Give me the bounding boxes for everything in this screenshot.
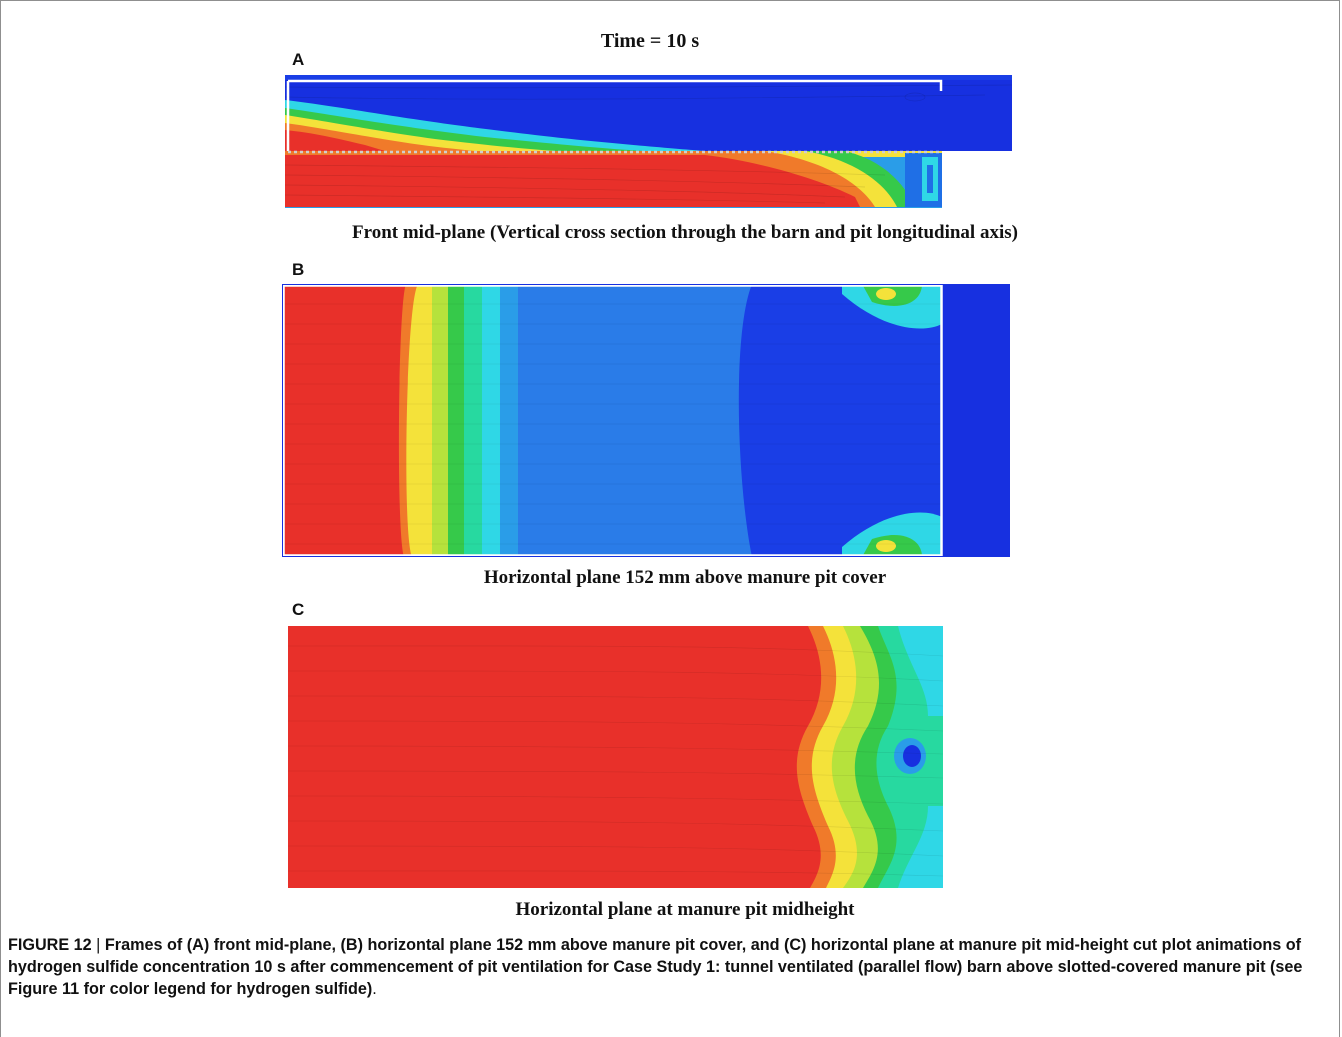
panel-b-caption: Horizontal plane 152 mm above manure pit… <box>483 567 887 588</box>
band-red <box>288 626 822 888</box>
panel-c-contour-plot <box>288 626 943 888</box>
panel-c-letter: C <box>292 600 305 619</box>
caption-separator: | <box>91 936 105 954</box>
panel-b-letter: B <box>292 260 305 279</box>
panel-c-caption: Horizontal plane at manure pit midheight <box>515 899 855 920</box>
pit-red-core <box>285 155 860 207</box>
panel-a-contour-plot <box>285 75 1013 208</box>
panel-a-caption: Front mid-plane (Vertical cross section … <box>352 222 1018 243</box>
panel-a-letter: A <box>292 50 305 69</box>
plume-red <box>285 130 385 151</box>
time-label: Time = 10 s <box>600 30 700 52</box>
caption-tail: . <box>372 980 377 998</box>
band-red <box>282 284 406 557</box>
figure-caption: FIGURE 12 | Frames of (A) front mid-plan… <box>8 934 1328 1000</box>
panel-b-contour-plot <box>282 284 1010 557</box>
caption-text: Frames of (A) front mid-plane, (B) horiz… <box>8 936 1303 998</box>
figure-label: FIGURE 12 <box>8 936 92 954</box>
